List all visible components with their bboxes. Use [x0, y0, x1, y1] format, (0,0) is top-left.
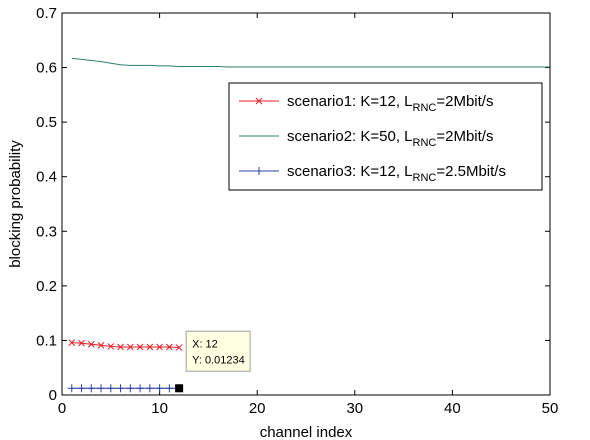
- x-tick-label: 20: [249, 400, 266, 417]
- datatip-box: [185, 330, 251, 372]
- legend-entry-3[interactable]: scenario3: K=12, LRNC=2.5Mbit/s: [239, 163, 506, 184]
- data-tip[interactable]: X: 12 Y: 0.01234: [175, 330, 251, 393]
- data-point: [136, 384, 145, 393]
- datatip-marker[interactable]: [175, 384, 184, 393]
- y-tick-label: 0.1: [36, 332, 57, 349]
- data-point: [116, 384, 125, 393]
- x-axis-label: channel index: [260, 424, 353, 440]
- axis-ticks: 0 10 20 30 40 50 0 0.1 0.2 0.3 0.4 0.5 0.6 0.7: [36, 5, 558, 417]
- data-point: [155, 384, 164, 393]
- data-point: [165, 384, 174, 393]
- data-point: [78, 339, 85, 347]
- legend-box: [228, 82, 543, 191]
- series-line-2: [71, 57, 550, 68]
- legend-label: scenario3: K=12, LRNC=2.5Mbit/s: [287, 163, 506, 184]
- x-tick-label: 40: [444, 400, 461, 417]
- legend-entry-1[interactable]: scenario1: K=12, LRNC=2Mbit/s: [239, 93, 493, 114]
- data-point: [67, 384, 76, 393]
- y-tick-label: 0.7: [36, 5, 57, 22]
- y-axis-label: blocking probability: [7, 140, 24, 268]
- data-point: [166, 343, 173, 351]
- data-point: [136, 343, 144, 351]
- plot-area: [61, 12, 551, 396]
- data-point: [117, 343, 124, 351]
- x-tick-label: 10: [151, 400, 168, 417]
- data-point: [255, 167, 263, 175]
- data-point: [156, 343, 163, 351]
- y-tick-label: 0.5: [36, 114, 57, 131]
- series-line-1: [71, 342, 180, 348]
- y-tick-label: 0.2: [36, 278, 57, 295]
- x-tick-label: 30: [346, 400, 363, 417]
- datatip-x: X: 12: [192, 338, 218, 350]
- data-point: [87, 384, 96, 393]
- data-point: [126, 384, 135, 393]
- data-point: [87, 340, 95, 348]
- legend-label: scenario1: K=12, LRNC=2Mbit/s: [287, 93, 493, 114]
- datatip-y: Y: 0.01234: [192, 354, 245, 366]
- data-point: [97, 341, 105, 349]
- data-point: [97, 384, 106, 393]
- data-point: [126, 343, 134, 351]
- x-tick-label: 50: [542, 400, 559, 417]
- data-point: [68, 339, 76, 346]
- data-point: [107, 343, 115, 350]
- data-point: [146, 343, 154, 351]
- data-point: [175, 344, 183, 351]
- legend-entry-2[interactable]: scenario2: K=50, LRNC=2Mbit/s: [239, 128, 493, 149]
- legend-label: scenario2: K=50, LRNC=2Mbit/s: [287, 128, 493, 149]
- data-point: [77, 384, 86, 393]
- y-tick-label: 0.4: [36, 169, 57, 186]
- y-tick-label: 0.3: [36, 223, 57, 240]
- legend[interactable]: scenario1: K=12, LRNC=2Mbit/s scenario2: …: [228, 82, 543, 191]
- y-tick-label: 0: [49, 387, 57, 404]
- x-tick-label: 0: [58, 400, 66, 417]
- y-tick-label: 0.6: [36, 60, 57, 77]
- data-point: [106, 384, 115, 393]
- data-point: [255, 97, 263, 105]
- data-point: [145, 384, 154, 393]
- series-layer: [67, 57, 550, 393]
